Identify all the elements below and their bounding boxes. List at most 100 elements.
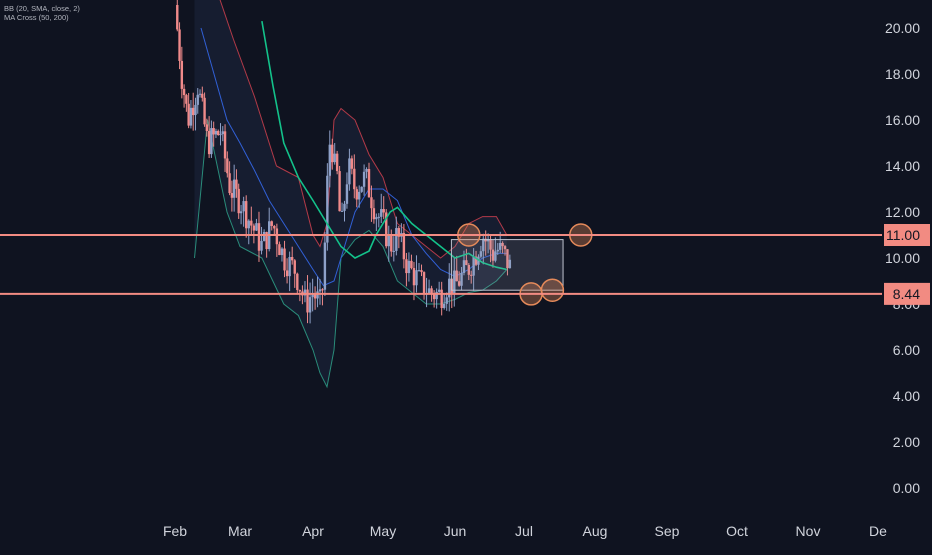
candle-body [486, 239, 490, 242]
candle-body [343, 203, 346, 211]
candle-body [448, 278, 451, 298]
candle-body [262, 232, 266, 241]
candle-body [303, 289, 307, 296]
candle-body [228, 173, 231, 194]
candle-body [365, 168, 368, 172]
highlight-circle [540, 278, 565, 302]
candle-body [395, 228, 398, 251]
candle-body [432, 293, 436, 300]
candle-body [508, 259, 512, 269]
candle-body [443, 303, 446, 309]
candle-body [496, 249, 499, 252]
candle-body [437, 289, 441, 292]
y-tick-label: 14.00 [885, 158, 920, 174]
candle-body [457, 281, 461, 286]
candle-body [465, 260, 468, 265]
ma-cross-line [261, 20, 507, 271]
candle-body [226, 158, 229, 174]
candle-body [189, 107, 193, 126]
candle-body [498, 242, 502, 250]
y-tick-label: 10.00 [885, 250, 920, 266]
y-tick-label: 12.00 [885, 204, 920, 220]
candle-body [239, 211, 243, 214]
candle-body [462, 260, 466, 273]
candle-body [382, 209, 385, 213]
candle-body [280, 248, 284, 256]
x-tick-label: Sep [655, 523, 680, 539]
candle-body [350, 158, 354, 169]
candle-body [331, 144, 334, 163]
y-tick-label: 18.00 [885, 66, 920, 82]
candle-body [290, 256, 294, 261]
candle-body [453, 270, 456, 295]
candle-body [417, 270, 421, 272]
candle-body [182, 88, 186, 96]
candle-body [323, 242, 327, 290]
candle-body [313, 294, 317, 299]
candle-body [326, 175, 329, 243]
x-tick-label: Jul [515, 523, 533, 539]
candle-body [203, 97, 206, 125]
candle-body [402, 233, 406, 260]
candle-body [410, 260, 413, 269]
candle-body [445, 297, 448, 304]
candle-body [257, 223, 261, 251]
candle-body [214, 130, 218, 135]
candle-body [235, 179, 238, 189]
candle-body [278, 244, 281, 256]
legend-bb[interactable]: BB (20, SMA, close, 2) [4, 4, 80, 13]
candle-body [245, 201, 248, 229]
y-tick-label: 4.00 [893, 388, 920, 404]
candle-body [296, 273, 299, 291]
candle-body [288, 256, 291, 277]
candle-body [270, 221, 273, 226]
x-tick-label: Oct [726, 523, 748, 539]
candle-body [308, 297, 312, 313]
candle-body [335, 153, 339, 172]
candle-body [380, 209, 383, 217]
candle-body [293, 260, 296, 274]
candle-body [348, 158, 351, 185]
candle-body [333, 153, 336, 163]
candle-body [390, 235, 393, 252]
candle-body [273, 225, 276, 229]
x-tick-label: Apr [302, 523, 324, 539]
legend-ma-cross[interactable]: MA Cross (50, 200) [4, 13, 69, 22]
level-label: 8.44 [893, 286, 920, 302]
candle-body [212, 128, 215, 135]
candle-body [176, 5, 179, 30]
candle-body [503, 246, 507, 250]
x-tick-label: Feb [163, 523, 187, 539]
candle-body [265, 232, 268, 250]
candle-body [178, 29, 181, 61]
candle-body [482, 238, 485, 252]
candle-body [237, 188, 240, 214]
candle-body [420, 270, 423, 273]
candle-body [340, 210, 344, 212]
candle-body [422, 272, 426, 295]
candle-body [223, 131, 227, 159]
y-tick-label: 16.00 [885, 112, 920, 128]
candle-body [397, 228, 401, 237]
candle-body [250, 220, 253, 226]
x-tick-label: May [370, 523, 396, 539]
candle-body [232, 179, 236, 198]
candle-body [358, 191, 361, 200]
y-tick-label: 20.00 [885, 20, 920, 36]
candle-body [210, 128, 213, 155]
candle-body [217, 130, 220, 135]
candle-body [372, 208, 376, 220]
indicator-legend: BB (20, SMA, close, 2) MA Cross (50, 200… [4, 4, 80, 22]
x-tick-label: De [869, 523, 887, 539]
candle-body [283, 248, 286, 271]
candle-body [207, 131, 211, 155]
y-tick-label: 0.00 [893, 480, 920, 496]
candle-body [255, 223, 258, 231]
candle-body [316, 291, 319, 299]
candle-body [435, 291, 438, 300]
candle-body [192, 107, 195, 116]
x-tick-label: Jun [444, 523, 467, 539]
level-label-box [884, 224, 930, 246]
candle-body [407, 260, 411, 274]
